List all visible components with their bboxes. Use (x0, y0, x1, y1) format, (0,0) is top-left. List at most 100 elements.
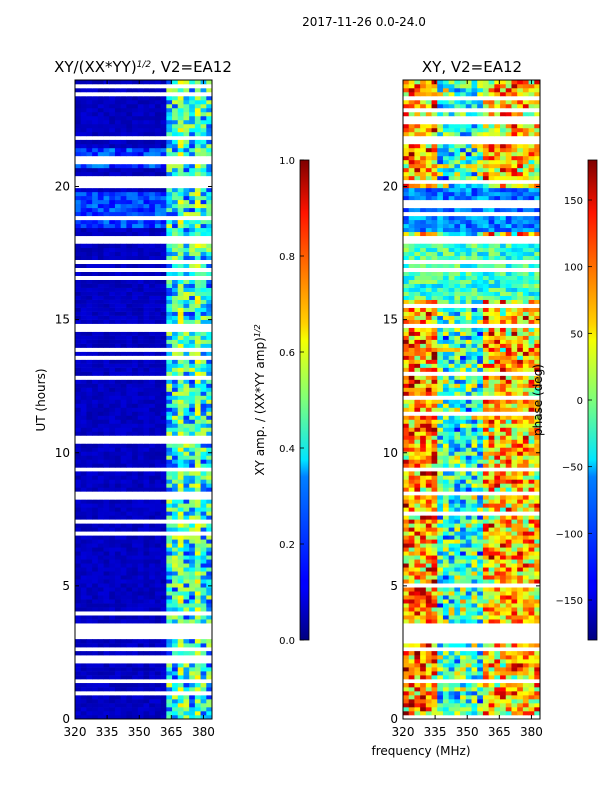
amp-heatmap-cell (92, 80, 98, 84)
phase-heatmap-cell (443, 619, 449, 623)
amp-heatmap-cell (126, 411, 132, 415)
amp-heatmap-cell (121, 431, 127, 435)
phase-heatmap-cell (523, 671, 529, 675)
amp-heatmap-cell (144, 200, 150, 204)
phase-heatmap-cell (403, 583, 409, 587)
amp-heatmap-cell (206, 172, 212, 176)
phase-heatmap-cell (523, 615, 529, 619)
phase-heatmap-cell (477, 495, 483, 499)
phase-heatmap-cell (477, 559, 483, 563)
amp-heatmap-cell (115, 164, 121, 168)
phase-heatmap-cell (466, 483, 472, 487)
phase-heatmap-cell (506, 515, 512, 519)
amp-heatmap-cell (115, 108, 121, 112)
amp-heatmap-cell (92, 312, 98, 316)
amp-heatmap-cell (86, 116, 92, 120)
amp-heatmap-cell (189, 671, 195, 675)
amp-heatmap-cell (201, 84, 207, 88)
amp-heatmap-cell (149, 128, 155, 132)
phase-heatmap-cell (472, 655, 478, 659)
phase-heatmap-cell (506, 463, 512, 467)
phase-heatmap-cell (511, 659, 517, 663)
amp-heatmap-cell (166, 691, 172, 695)
phase-heatmap-cell (420, 567, 426, 571)
amp-heatmap-cell (81, 575, 87, 579)
phase-heatmap-cell (466, 619, 472, 623)
amp-heatmap-cell (104, 675, 110, 679)
amp-heatmap-cell (144, 659, 150, 663)
amp-heatmap-cell (115, 659, 121, 663)
amp-heatmap-cell (206, 368, 212, 372)
amp-heatmap-cell (155, 411, 161, 415)
phase-heatmap-cell (489, 695, 495, 699)
amp-heatmap-cell (126, 224, 132, 228)
amp-heatmap-cell (75, 415, 81, 419)
amp-heatmap-cell (121, 667, 127, 671)
amp-heatmap-cell (109, 100, 115, 104)
amp-heatmap-cell (81, 108, 87, 112)
amp-heatmap-cell (195, 543, 201, 547)
amp-heatmap-cell (132, 523, 138, 527)
amp-heatmap-cell (92, 531, 98, 535)
amp-heatmap-cell (189, 707, 195, 711)
amp-heatmap-cell (166, 555, 172, 559)
phase-heatmap-cell (506, 471, 512, 475)
amp-heatmap-cell (132, 268, 138, 272)
amp-heatmap-cell (104, 451, 110, 455)
amp-heatmap-cell (189, 140, 195, 144)
amp-heatmap-cell (166, 599, 172, 603)
phase-heatmap-cell (529, 683, 535, 687)
phase-heatmap-cell (414, 455, 420, 459)
amp-heatmap-cell (201, 615, 207, 619)
amp-heatmap-cell (104, 567, 110, 571)
amp-colorbar-label-main: XY amp. / (XX*YY amp) (253, 337, 267, 475)
amp-heatmap-cell (109, 575, 115, 579)
amp-heatmap-cell (86, 396, 92, 400)
amp-heatmap-cell (126, 699, 132, 703)
amp-heatmap-cell (104, 435, 110, 439)
amp-heatmap-cell (81, 148, 87, 152)
amp-heatmap-cell (166, 587, 172, 591)
amp-heatmap-cell (115, 228, 121, 232)
amp-heatmap-cell (86, 575, 92, 579)
amp-heatmap-cell (98, 555, 104, 559)
phase-heatmap-cell (529, 519, 535, 523)
amp-heatmap-cell (166, 212, 172, 216)
phase-heatmap-cell (426, 559, 432, 563)
amp-heatmap-cell (132, 388, 138, 392)
amp-heatmap-cell (172, 352, 178, 356)
amp-heatmap-cell (132, 479, 138, 483)
amp-heatmap-cell (161, 667, 167, 671)
amp-heatmap-cell (201, 360, 207, 364)
amp-heatmap-cell (132, 324, 138, 328)
phase-heatmap-cell (454, 603, 460, 607)
amp-heatmap-cell (155, 344, 161, 348)
amp-heatmap-cell (206, 683, 212, 687)
amp-heatmap-cell (195, 268, 201, 272)
phase-heatmap-cell (432, 583, 438, 587)
amp-heatmap-cell (92, 571, 98, 575)
amp-heatmap-cell (149, 288, 155, 292)
amp-heatmap-cell (172, 296, 178, 300)
amp-heatmap-cell (172, 463, 178, 467)
amp-heatmap-cell (98, 188, 104, 192)
amp-heatmap-cell (98, 244, 104, 248)
phase-heatmap-cell (489, 595, 495, 599)
amp-heatmap-cell (92, 316, 98, 320)
amp-heatmap-cell (201, 364, 207, 368)
amp-heatmap-cell (104, 407, 110, 411)
amp-heatmap-cell (104, 683, 110, 687)
amp-heatmap-cell (81, 475, 87, 479)
amp-heatmap-cell (149, 356, 155, 360)
phase-heatmap-cell (403, 575, 409, 579)
amp-heatmap-cell (206, 531, 212, 535)
phase-heatmap-cell (432, 555, 438, 559)
amp-heatmap-cell (121, 687, 127, 691)
y-tick-label: 0 (62, 712, 70, 726)
phase-heatmap-cell (449, 551, 455, 555)
amp-heatmap-cell (81, 276, 87, 280)
amp-heatmap-cell (86, 168, 92, 172)
amp-heatmap-cell (109, 531, 115, 535)
amp-heatmap-cell (86, 344, 92, 348)
